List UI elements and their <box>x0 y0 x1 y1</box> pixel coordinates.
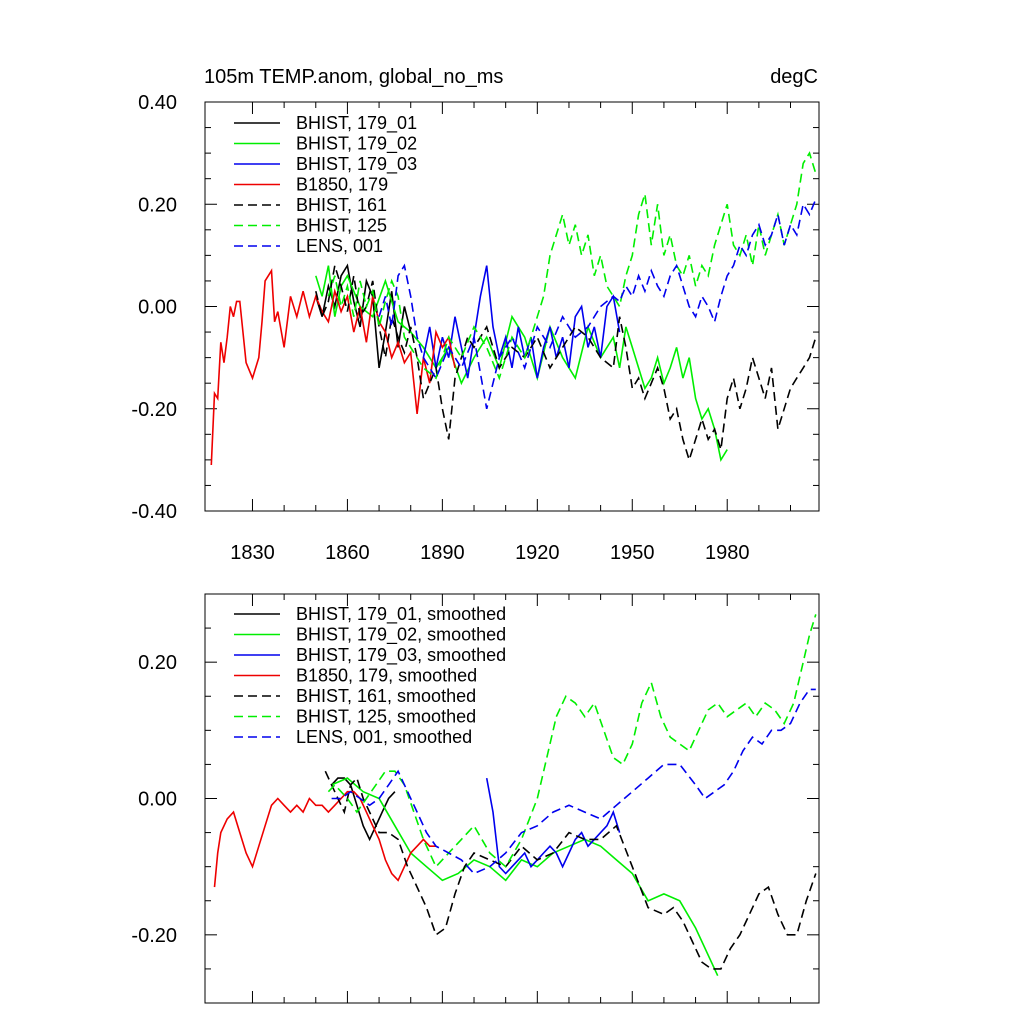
series-line-2 <box>485 777 621 875</box>
series-line-1 <box>315 265 728 463</box>
y-tick-label: 0.40 <box>138 92 177 114</box>
x-tick-label: 1950 <box>610 542 655 564</box>
series-group <box>213 614 817 977</box>
y-tick-label: 0.00 <box>138 297 177 319</box>
series-line-3 <box>213 790 436 888</box>
legend-label: BHIST, 179_01 <box>296 113 417 134</box>
legend-label: BHIST, 125 <box>296 216 387 236</box>
top-panel: 105m TEMP.anom, global_no_ms degC -0.40 -… <box>131 66 820 564</box>
chart-title: 105m TEMP.anom, global_no_ms <box>204 66 503 88</box>
y-tick-label: 0.20 <box>138 652 177 674</box>
chart-units: degC <box>770 66 818 88</box>
series-line-6 <box>378 198 817 409</box>
x-tick-label: 1830 <box>230 542 275 564</box>
legend-label: LENS, 001, smoothed <box>296 727 472 747</box>
legend-label: LENS, 001 <box>296 236 383 256</box>
legend-label: BHIST, 179_03, smoothed <box>296 645 506 666</box>
series-group <box>210 151 817 466</box>
series-line-4 <box>315 265 817 463</box>
legend-label: BHIST, 161, smoothed <box>296 686 476 706</box>
y-tick-label: -0.20 <box>131 399 177 421</box>
legend-label: BHIST, 179_02 <box>296 134 417 155</box>
series-line-4 <box>324 770 817 970</box>
y-tick-label: -0.40 <box>131 501 177 523</box>
legend-label: BHIST, 179_03 <box>296 154 417 175</box>
series-line-2 <box>422 265 621 379</box>
legend-label: BHIST, 179_02, smoothed <box>296 625 506 646</box>
series-line-1 <box>331 777 719 977</box>
legend-label: BHIST, 161 <box>296 195 387 215</box>
x-tick-label: 1980 <box>705 542 750 564</box>
y-tick-label: 0.00 <box>138 789 177 811</box>
legend-label: BHIST, 125, smoothed <box>296 707 476 727</box>
legend-label: B1850, 179 <box>296 175 388 195</box>
legend-label: B1850, 179, smoothed <box>296 666 477 686</box>
x-tick-label: 1920 <box>515 542 560 564</box>
y-tick-label: 0.20 <box>138 194 177 216</box>
legend-label: BHIST, 179_01, smoothed <box>296 604 506 625</box>
series-line-6 <box>331 688 816 875</box>
y-tick-label: -0.20 <box>131 925 177 947</box>
x-tick-label: 1890 <box>420 542 465 564</box>
series-line-5 <box>327 151 817 381</box>
x-tick-label: 1860 <box>325 542 370 564</box>
series-line-3 <box>210 268 456 466</box>
